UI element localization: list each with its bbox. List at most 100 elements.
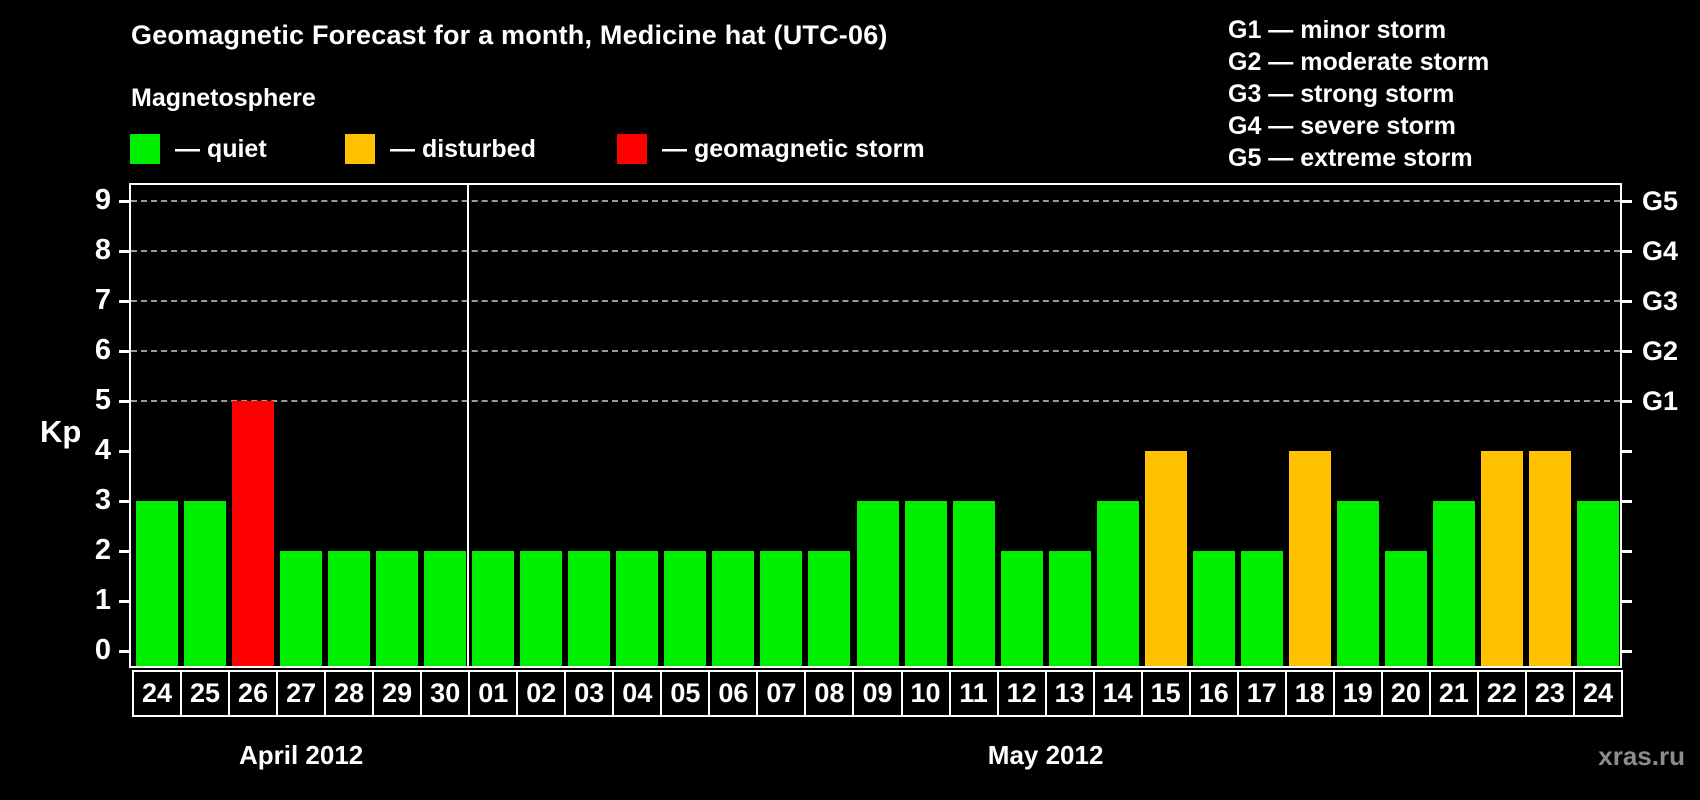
day-cell: 15 [1140,670,1191,717]
bar [1144,451,1187,666]
day-cell: 24 [132,670,183,717]
bar [616,551,659,666]
y-axis-tick [1622,250,1632,253]
day-cell: 04 [612,670,663,717]
legend-item-quiet: — quiet [130,134,267,164]
g-legend-line: G1 — minor storm [1228,16,1447,44]
day-cell: 18 [1284,670,1335,717]
y-tick-label: 7 [94,284,111,316]
y-tick-label: 9 [94,184,111,216]
legend-item-label: — quiet [175,135,267,163]
day-cell: 09 [852,670,903,717]
kp-axis-label: Kp [40,414,82,449]
bar [136,501,179,666]
g-axis-label: G5 [1642,186,1679,216]
legend-item-disturbed: — disturbed [345,134,536,164]
grid-line [131,250,1620,252]
grid-line [131,400,1620,402]
bar [568,551,611,666]
day-cell: 05 [660,670,711,717]
day-cell: 29 [372,670,423,717]
g-axis-label: G3 [1642,286,1679,316]
y-tick-label: 5 [94,384,111,416]
bar [376,551,419,666]
bar [232,401,275,666]
g-legend-line: G4 — severe storm [1228,112,1456,140]
day-cell: 16 [1188,670,1239,717]
y-tick-label: 3 [94,484,111,516]
bar [1096,501,1139,666]
bar [472,551,515,666]
y-axis-tick [1622,200,1632,203]
legend-item-label: — disturbed [390,135,536,163]
storm-swatch [617,134,647,164]
day-cell: 07 [756,670,807,717]
y-axis-tick [119,250,129,253]
bar [1480,451,1523,666]
y-axis-tick [1622,350,1632,353]
bar [1240,551,1283,666]
grid-line [131,200,1620,202]
legend-item-label: — geomagnetic storm [662,135,925,163]
bar [1528,451,1571,666]
bar [1576,501,1619,666]
bar [1192,551,1235,666]
day-cell: 26 [228,670,279,717]
g-axis-label: G4 [1642,236,1679,266]
bar [184,501,227,666]
day-cell: 11 [948,670,999,717]
grid-line [131,300,1620,302]
y-axis-tick [119,500,129,503]
y-tick-label: 6 [94,334,111,366]
magnetosphere-label: Magnetosphere [131,84,316,112]
g-axis-label: G1 [1642,386,1679,416]
day-cell: 02 [516,670,567,717]
grid-line [131,350,1620,352]
y-axis-tick [1622,500,1632,503]
bar [808,551,851,666]
y-axis-tick [119,200,129,203]
y-axis-tick [119,450,129,453]
bar [424,551,467,666]
watermark: xras.ru [1598,741,1685,771]
y-tick-label: 0 [94,634,111,666]
g-scale-legend: G1 — minor storm G2 — moderate storm G3 … [1228,14,1489,174]
day-cell: 06 [708,670,759,717]
bar [1384,551,1427,666]
y-axis-tick [1622,550,1632,553]
day-cell: 22 [1476,670,1527,717]
day-cell: 30 [420,670,471,717]
disturbed-swatch [345,134,375,164]
day-cell: 08 [804,670,855,717]
day-cell: 24 [1572,670,1623,717]
y-axis-tick [119,550,129,553]
bar [1336,501,1379,666]
quiet-swatch [130,134,160,164]
day-cell: 23 [1524,670,1575,717]
y-tick-label: 8 [94,234,111,266]
y-axis-tick [119,300,129,303]
y-tick-label: 1 [94,584,111,616]
day-cell: 25 [180,670,231,717]
day-cell: 17 [1236,670,1287,717]
y-axis-tick [1622,600,1632,603]
day-cell: 20 [1380,670,1431,717]
bar [280,551,323,666]
month-separator [467,185,470,666]
day-cell: 01 [468,670,519,717]
y-axis-tick [1622,650,1632,653]
bar [952,501,995,666]
month-label: May 2012 [987,740,1104,770]
day-cell: 10 [900,670,951,717]
chart-title: Geomagnetic Forecast for a month, Medici… [131,20,888,50]
y-axis-tick [119,600,129,603]
day-cell: 03 [564,670,615,717]
bar [856,501,899,666]
g-legend-line: G2 — moderate storm [1228,48,1490,76]
bar [664,551,707,666]
y-axis-tick [1622,300,1632,303]
day-cell: 12 [996,670,1047,717]
bar [1432,501,1475,666]
